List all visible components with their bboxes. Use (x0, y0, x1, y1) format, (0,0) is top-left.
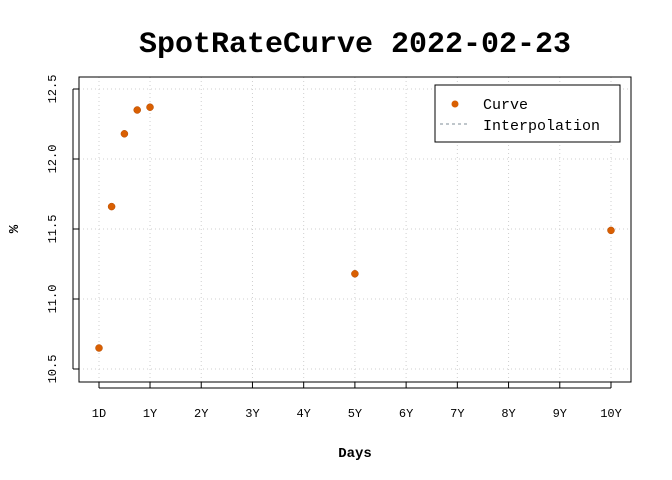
x-axis: 1D 1Y 2Y 3Y 4Y 5Y 6Y 7Y 8Y 9Y 10Y (92, 382, 622, 421)
x-tick-label: 9Y (553, 407, 567, 421)
curve-point (607, 226, 615, 235)
x-tick-label: 3Y (245, 407, 259, 421)
legend-curve-label: Curve (483, 97, 528, 114)
curve-point (95, 344, 103, 352)
x-tick-label: 7Y (450, 407, 464, 421)
legend-curve-marker (451, 100, 459, 108)
y-axis: 10.5 11.0 11.5 12.0 12.5 (46, 75, 79, 384)
curve-point (146, 103, 154, 111)
legend: Curve Interpolation (434, 84, 621, 143)
chart-title: SpotRateCurve 2022-02-23 (139, 28, 571, 62)
x-tick-label: 8Y (501, 407, 515, 421)
y-tick-label: 12.0 (46, 145, 60, 174)
y-tick-label: 12.5 (46, 75, 60, 104)
legend-interpolation-label: Interpolation (483, 118, 600, 135)
x-tick-label: 1D (92, 407, 106, 421)
x-tick-label: 1Y (143, 407, 157, 421)
y-axis-label: % (7, 224, 23, 233)
x-axis-label: Days (338, 446, 372, 462)
curve-points (95, 103, 615, 352)
x-tick-label: 10Y (600, 407, 622, 421)
x-tick-label: 2Y (194, 407, 208, 421)
y-tick-label: 11.5 (46, 215, 60, 244)
y-tick-label: 11.0 (46, 285, 60, 314)
curve-point (107, 202, 116, 211)
x-tick-label: 6Y (399, 407, 413, 421)
curve-point (133, 106, 141, 114)
x-tick-label: 5Y (348, 407, 362, 421)
legend-box (434, 84, 621, 143)
curve-point (120, 130, 129, 138)
y-tick-label: 10.5 (46, 355, 60, 384)
x-tick-label: 4Y (296, 407, 310, 421)
curve-point (351, 270, 359, 278)
